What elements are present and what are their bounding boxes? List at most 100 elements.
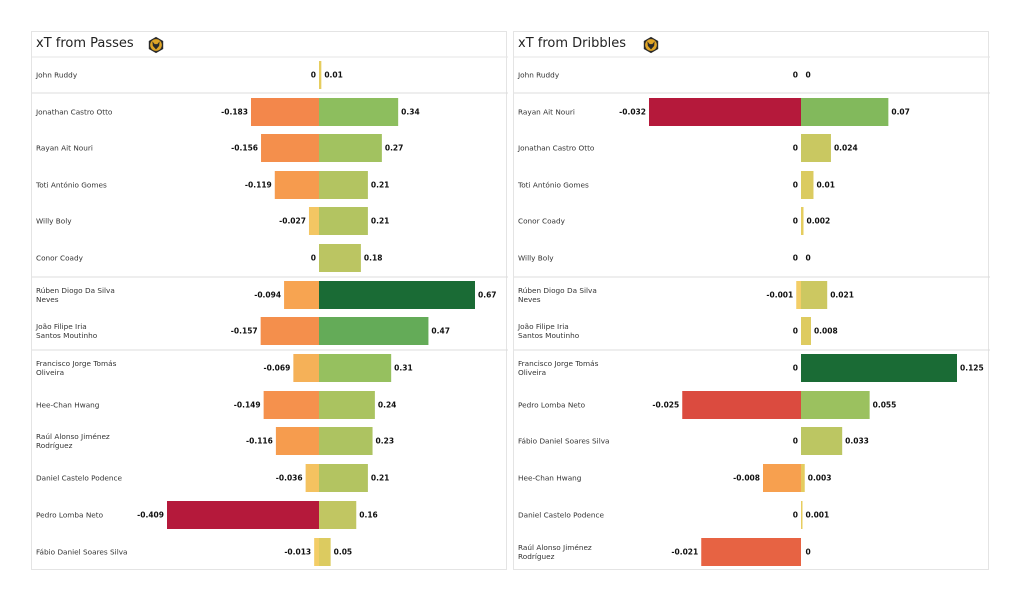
negative-value-label: -0.027 xyxy=(279,217,306,226)
player-label: John Ruddy xyxy=(35,71,78,80)
player-label: Pedro Lomba Neto xyxy=(518,401,586,410)
positive-bar xyxy=(319,538,331,566)
club-logo-icon xyxy=(643,36,659,54)
positive-value-label: 0.24 xyxy=(378,401,397,410)
negative-bar xyxy=(796,281,801,309)
negative-value-label: -0.001 xyxy=(766,291,793,300)
player-label: Toti António Gomes xyxy=(35,181,107,190)
positive-bar xyxy=(319,464,368,492)
positive-bar xyxy=(801,317,811,345)
positive-bar xyxy=(801,391,870,419)
negative-value-label: 0 xyxy=(311,71,316,80)
positive-value-label: 0.23 xyxy=(376,437,395,446)
negative-value-label: -0.036 xyxy=(276,474,303,483)
positive-bar xyxy=(801,98,889,126)
positive-bar xyxy=(801,427,843,455)
positive-bar xyxy=(319,171,368,199)
chart-title: xT from Passes xyxy=(36,36,134,51)
negative-bar xyxy=(250,98,319,126)
negative-value-label: -0.013 xyxy=(284,548,311,557)
positive-bar xyxy=(319,61,322,89)
negative-value-label: -0.008 xyxy=(733,474,760,483)
negative-value-label: -0.157 xyxy=(231,327,258,336)
positive-value-label: 0.18 xyxy=(364,254,383,263)
player-label: John Ruddy xyxy=(517,71,560,80)
negative-bar xyxy=(167,501,319,529)
player-label: Rayan Ait Nouri xyxy=(518,108,575,117)
player-label: João Filipe Iria Santos Moutinho xyxy=(35,322,98,340)
positive-value-label: 0.67 xyxy=(478,291,497,300)
positive-bar xyxy=(319,427,373,455)
player-label: Raúl Alonso Jiménez Rodríguez xyxy=(36,432,110,450)
negative-bar xyxy=(701,538,801,566)
negative-bar xyxy=(293,354,319,382)
positive-value-label: 0.001 xyxy=(806,511,830,520)
positive-value-label: 0.024 xyxy=(834,144,858,153)
negative-bar xyxy=(763,464,801,492)
player-label: Rúben Diogo Da Silva Neves xyxy=(518,286,597,304)
negative-value-label: -0.025 xyxy=(652,401,679,410)
positive-bar xyxy=(319,281,475,309)
negative-bar xyxy=(261,134,319,162)
negative-value-label: 0 xyxy=(793,254,798,263)
positive-bar xyxy=(801,207,804,235)
player-label: Rayan Ait Nouri xyxy=(36,144,93,153)
negative-value-label: -0.094 xyxy=(254,291,281,300)
negative-bar xyxy=(649,98,801,126)
positive-value-label: 0 xyxy=(806,548,811,557)
player-label: Daniel Castelo Podence xyxy=(518,511,604,520)
negative-value-label: 0 xyxy=(793,327,798,336)
positive-bar xyxy=(801,171,814,199)
positive-value-label: 0.05 xyxy=(334,548,353,557)
positive-value-label: 0.07 xyxy=(891,108,910,117)
positive-bar xyxy=(319,134,382,162)
player-label: Francisco Jorge Tomás Oliveira xyxy=(518,359,599,377)
positive-value-label: 0 xyxy=(806,71,811,80)
negative-bar xyxy=(682,391,801,419)
club-logo-icon xyxy=(148,36,164,54)
player-label: Raúl Alonso Jiménez Rodríguez xyxy=(518,543,592,561)
positive-value-label: 0.31 xyxy=(394,364,413,373)
negative-value-label: 0 xyxy=(793,217,798,226)
positive-bar xyxy=(319,354,392,382)
positive-value-label: 0.01 xyxy=(324,71,343,80)
negative-value-label: 0 xyxy=(793,71,798,80)
positive-bar xyxy=(801,281,828,309)
negative-bar xyxy=(260,317,319,345)
positive-value-label: 0.125 xyxy=(960,364,984,373)
negative-value-label: 0 xyxy=(793,511,798,520)
positive-value-label: 0.008 xyxy=(814,327,838,336)
negative-value-label: 0 xyxy=(311,254,316,263)
negative-value-label: -0.156 xyxy=(231,144,258,153)
player-label: Toti António Gomes xyxy=(517,181,589,190)
negative-bar xyxy=(314,538,319,566)
positive-value-label: 0.16 xyxy=(359,511,378,520)
positive-value-label: 0.47 xyxy=(431,327,450,336)
positive-value-label: 0.021 xyxy=(830,291,854,300)
negative-bar xyxy=(305,464,319,492)
negative-value-label: -0.119 xyxy=(245,181,272,190)
negative-value-label: -0.116 xyxy=(246,437,273,446)
chart-title: xT from Dribbles xyxy=(518,36,627,51)
positive-value-label: 0.21 xyxy=(371,181,390,190)
negative-value-label: -0.149 xyxy=(234,401,261,410)
negative-value-label: 0 xyxy=(793,364,798,373)
player-label: Willy Boly xyxy=(518,254,554,263)
negative-value-label: -0.183 xyxy=(221,108,248,117)
positive-bar xyxy=(801,134,831,162)
negative-value-label: 0 xyxy=(793,181,798,190)
player-label: Conor Coady xyxy=(518,217,566,226)
player-label: Conor Coady xyxy=(36,254,84,263)
positive-value-label: 0.002 xyxy=(806,217,830,226)
negative-value-label: -0.409 xyxy=(137,511,164,520)
player-label: Jonathan Castro Otto xyxy=(517,144,595,153)
positive-value-label: 0.055 xyxy=(873,401,897,410)
negative-bar xyxy=(284,281,319,309)
player-label: Hee-Chan Hwang xyxy=(36,401,99,410)
negative-bar xyxy=(274,171,319,199)
player-label: Hee-Chan Hwang xyxy=(518,474,581,483)
passes-panel: xT from Passes John Ruddy 0 0.01 Jonathan C… xyxy=(31,31,508,570)
positive-bar xyxy=(319,391,375,419)
positive-value-label: 0 xyxy=(806,254,811,263)
